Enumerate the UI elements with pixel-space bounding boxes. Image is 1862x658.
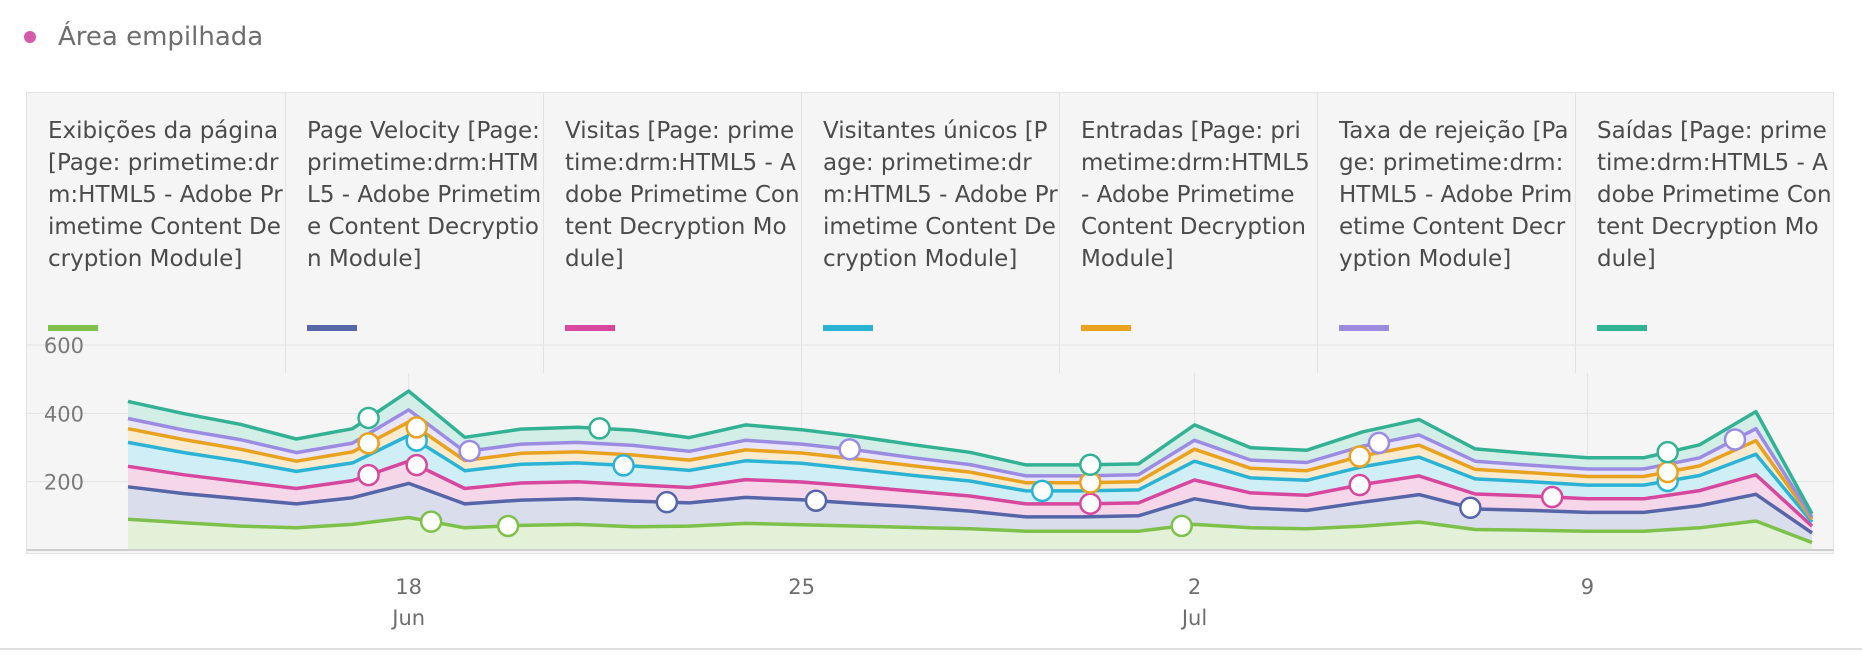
chart-type-dot: [24, 31, 36, 43]
legend-label: Visitas [Page: primetime:drm:HTML5 - Ado…: [565, 118, 800, 272]
data-point-marker: [1540, 485, 1564, 509]
data-point-marker: [1459, 496, 1482, 520]
legend-swatch: [1597, 325, 1647, 331]
x-tick-day: 2: [1188, 575, 1201, 599]
x-tick-day: 9: [1581, 575, 1594, 599]
x-tick-day: 18: [395, 575, 422, 599]
bottom-divider: [0, 648, 1862, 650]
legend-item[interactable]: Visitas [Page: primetime:drm:HTML5 - Ado…: [543, 93, 801, 373]
data-point-marker: [1723, 428, 1747, 451]
data-point-marker: [1656, 440, 1679, 464]
data-point-marker: [458, 439, 481, 463]
data-point-marker: [588, 417, 611, 440]
legend-item[interactable]: Entradas [Page: primetime:drm:HTML5 - Ad…: [1059, 93, 1317, 373]
legend-label: Entradas [Page: primetime:drm:HTML5 - Ad…: [1081, 118, 1317, 272]
chart-header: Área empilhada: [24, 22, 263, 52]
data-point-marker: [405, 453, 428, 477]
data-point-marker: [838, 438, 861, 461]
data-point-marker: [1348, 445, 1371, 468]
legend-swatch: [565, 325, 615, 331]
data-point-marker: [1079, 492, 1102, 515]
data-point-marker: [357, 406, 380, 430]
data-point-marker: [1170, 514, 1193, 538]
area-series-fill: [128, 391, 1812, 518]
x-tick-day: 25: [788, 575, 815, 599]
legend-item[interactable]: Page Velocity [Page: primetime:drm:HTML5…: [285, 93, 543, 373]
x-tick-month: Jun: [390, 606, 425, 630]
data-point-marker: [612, 454, 635, 477]
area-series-line: [127, 408, 1814, 519]
data-point-marker: [496, 514, 520, 538]
chart-title: Área empilhada: [58, 22, 264, 52]
data-point-marker: [419, 510, 443, 533]
data-point-marker: [405, 416, 428, 439]
data-point-marker: [1656, 460, 1679, 484]
area-series-line: [127, 515, 1813, 545]
y-tick-label: 200: [44, 471, 84, 495]
data-point-marker: [1079, 453, 1102, 477]
legend-label: Exibições da página [Page: primetime:drm…: [48, 118, 285, 272]
data-point-marker: [655, 490, 679, 514]
data-point-marker: [1030, 479, 1054, 503]
legend-swatch: [48, 325, 98, 331]
data-point-marker: [1367, 431, 1391, 455]
y-tick-label: 600: [44, 334, 84, 358]
x-tick-month: Jul: [1180, 606, 1207, 630]
data-point-marker: [1348, 473, 1371, 497]
data-point-marker: [357, 463, 380, 487]
legend-swatch: [1339, 325, 1389, 331]
legend: Exibições da página [Page: primetime:drm…: [27, 93, 1833, 373]
legend-item[interactable]: Saídas [Page: primetime:drm:HTML5 - Adob…: [1575, 93, 1833, 373]
area-series-fill: [128, 435, 1812, 527]
area-series-line: [127, 389, 1814, 515]
area-series-fill: [128, 483, 1812, 543]
y-tick-label: 400: [44, 402, 84, 426]
legend-label: Page Velocity [Page: primetime:drm:HTML5…: [307, 118, 542, 272]
legend-label: Visitantes únicos [Page: primetime:drm:H…: [823, 118, 1058, 272]
legend-item[interactable]: Exibições da página [Page: primetime:drm…: [27, 93, 285, 373]
area-series-fill: [128, 409, 1812, 520]
legend-swatch: [1081, 325, 1131, 331]
data-point-marker: [357, 432, 380, 455]
data-point-marker: [804, 489, 828, 512]
legend-swatch: [307, 325, 357, 331]
legend-item[interactable]: Visitantes únicos [Page: primetime:drm:H…: [801, 93, 1059, 373]
area-series-fill: [128, 421, 1812, 522]
area-series-line: [127, 481, 1813, 535]
legend-item[interactable]: Taxa de rejeição [Page: primetime:drm:HT…: [1317, 93, 1575, 373]
legend-swatch: [823, 325, 873, 331]
legend-label: Taxa de rejeição [Page: primetime:drm:HT…: [1339, 118, 1573, 272]
legend-label: Saídas [Page: primetime:drm:HTML5 - Adob…: [1597, 118, 1832, 272]
